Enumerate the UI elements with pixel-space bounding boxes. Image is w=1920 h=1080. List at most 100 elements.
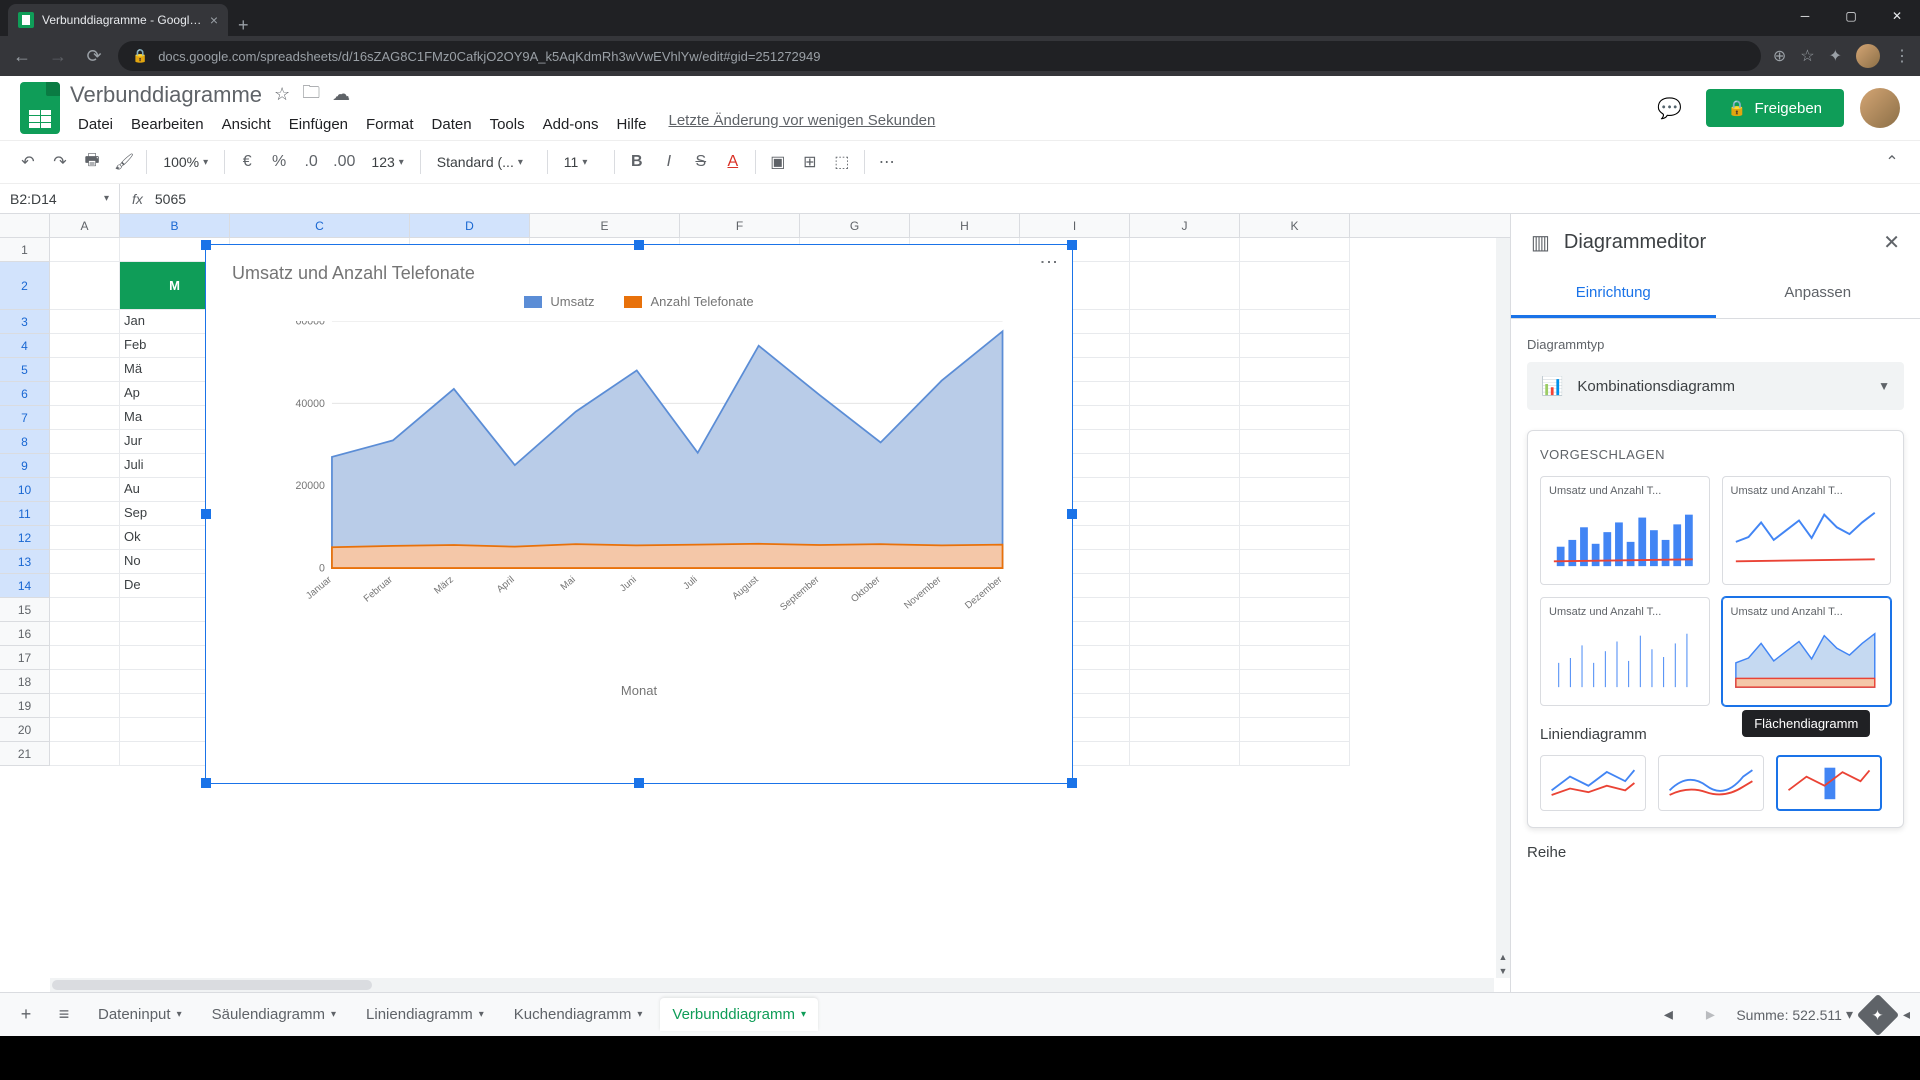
chart-type-dropdown[interactable]: 📊 Kombinationsdiagramm ▼ bbox=[1527, 362, 1904, 410]
redo-button[interactable]: ↷ bbox=[46, 148, 74, 176]
forward-button[interactable]: → bbox=[46, 46, 70, 67]
star-icon[interactable]: ☆ bbox=[1800, 46, 1814, 66]
row-header-13[interactable]: 13 bbox=[0, 550, 50, 574]
expand-side-button[interactable]: ◂ bbox=[1903, 1006, 1910, 1023]
suggest-card-line[interactable]: Umsatz und Anzahl T... bbox=[1722, 476, 1892, 585]
maximize-button[interactable]: ▢ bbox=[1828, 0, 1874, 32]
row-header-8[interactable]: 8 bbox=[0, 430, 50, 454]
row-header-2[interactable]: 2 bbox=[0, 262, 50, 310]
zoom-icon[interactable]: ⊕ bbox=[1773, 46, 1786, 66]
document-title[interactable]: Verbunddiagramme bbox=[70, 82, 262, 108]
row-header-3[interactable]: 3 bbox=[0, 310, 50, 334]
row-header-20[interactable]: 20 bbox=[0, 718, 50, 742]
row-header-17[interactable]: 17 bbox=[0, 646, 50, 670]
address-bar[interactable]: 🔒 docs.google.com/spreadsheets/d/16sZAG8… bbox=[118, 41, 1761, 71]
number-format-dropdown[interactable]: 123 bbox=[363, 148, 411, 176]
explore-button[interactable]: ✦ bbox=[1857, 993, 1899, 1035]
new-tab-button[interactable]: + bbox=[228, 15, 259, 36]
col-header-J[interactable]: J bbox=[1130, 214, 1240, 237]
sheet-tab-1[interactable]: Dateninput bbox=[86, 998, 194, 1031]
suggest-card-bar[interactable]: Umsatz und Anzahl T... bbox=[1540, 476, 1710, 585]
more-tools-button[interactable]: ⋯ bbox=[873, 148, 901, 176]
col-header-H[interactable]: H bbox=[910, 214, 1020, 237]
all-sheets-button[interactable]: ≡ bbox=[48, 999, 80, 1031]
menu-view[interactable]: Ansicht bbox=[214, 112, 279, 137]
menu-help[interactable]: Hilfe bbox=[608, 112, 654, 137]
strike-button[interactable]: S bbox=[687, 148, 715, 176]
formula-value[interactable]: 5065 bbox=[155, 191, 186, 207]
line-type-3[interactable] bbox=[1776, 755, 1882, 811]
sheet-tab-3[interactable]: Liniendiagramm bbox=[354, 998, 496, 1031]
row-header-19[interactable]: 19 bbox=[0, 694, 50, 718]
vertical-scrollbar[interactable] bbox=[1496, 238, 1510, 978]
row-header-11[interactable]: 11 bbox=[0, 502, 50, 526]
line-type-1[interactable] bbox=[1540, 755, 1646, 811]
tab-close-icon[interactable]: × bbox=[210, 12, 218, 28]
close-window-button[interactable]: ✕ bbox=[1874, 0, 1920, 32]
row-header-12[interactable]: 12 bbox=[0, 526, 50, 550]
cell-reference[interactable]: B2:D14 bbox=[0, 184, 120, 213]
bold-button[interactable]: B bbox=[623, 148, 651, 176]
sheet-tab-4[interactable]: Kuchendiagramm bbox=[502, 998, 655, 1031]
row-header-10[interactable]: 10 bbox=[0, 478, 50, 502]
font-dropdown[interactable]: Standard (... bbox=[429, 148, 539, 176]
sum-display[interactable]: Summe: 522.511 ▾ bbox=[1736, 1006, 1853, 1023]
scroll-up-arrow[interactable]: ▲ bbox=[1496, 950, 1510, 964]
share-button[interactable]: 🔒 Freigeben bbox=[1706, 89, 1844, 127]
extension-icon[interactable]: ✦ bbox=[1829, 46, 1842, 66]
col-header-G[interactable]: G bbox=[800, 214, 910, 237]
col-header-I[interactable]: I bbox=[1020, 214, 1130, 237]
fontsize-dropdown[interactable]: 11 bbox=[556, 148, 606, 176]
move-doc-icon[interactable]: 🗀 bbox=[302, 80, 320, 110]
col-header-B[interactable]: B bbox=[120, 214, 230, 237]
merge-button[interactable]: ⬚ bbox=[828, 148, 856, 176]
sheet-tab-5[interactable]: Verbunddiagramm bbox=[660, 998, 818, 1031]
fill-color-button[interactable]: ▣ bbox=[764, 148, 792, 176]
currency-button[interactable]: € bbox=[233, 148, 261, 176]
row-header-4[interactable]: 4 bbox=[0, 334, 50, 358]
zoom-dropdown[interactable]: 100% bbox=[155, 148, 216, 176]
add-sheet-button[interactable]: + bbox=[10, 999, 42, 1031]
chart-menu-icon[interactable]: ⋮ bbox=[1038, 253, 1060, 270]
menu-icon[interactable]: ⋮ bbox=[1894, 46, 1910, 66]
print-button[interactable]: 🖶 bbox=[78, 148, 106, 176]
cloud-status-icon[interactable]: ☁ bbox=[332, 84, 350, 105]
row-header-7[interactable]: 7 bbox=[0, 406, 50, 430]
row-header-6[interactable]: 6 bbox=[0, 382, 50, 406]
suggest-card-area[interactable]: Umsatz und Anzahl T... Flächendiagramm bbox=[1722, 597, 1892, 706]
suggest-card-column[interactable]: Umsatz und Anzahl T... bbox=[1540, 597, 1710, 706]
col-header-F[interactable]: F bbox=[680, 214, 800, 237]
reload-button[interactable]: ⟳ bbox=[82, 46, 106, 67]
col-header-C[interactable]: C bbox=[230, 214, 410, 237]
decrease-decimal-button[interactable]: .0 bbox=[297, 148, 325, 176]
menu-edit[interactable]: Bearbeiten bbox=[123, 112, 212, 137]
comments-button[interactable]: 💬 bbox=[1650, 88, 1690, 128]
paint-format-button[interactable]: 🖌 bbox=[110, 148, 138, 176]
profile-avatar[interactable] bbox=[1856, 44, 1880, 68]
row-header-15[interactable]: 15 bbox=[0, 598, 50, 622]
collapse-toolbar-button[interactable]: ⌃ bbox=[1878, 148, 1906, 176]
text-color-button[interactable]: A bbox=[719, 148, 747, 176]
menu-insert[interactable]: Einfügen bbox=[281, 112, 356, 137]
menu-data[interactable]: Daten bbox=[424, 112, 480, 137]
tab-customize[interactable]: Anpassen bbox=[1716, 270, 1920, 318]
row-header-18[interactable]: 18 bbox=[0, 670, 50, 694]
undo-button[interactable]: ↶ bbox=[14, 148, 42, 176]
row-header-9[interactable]: 9 bbox=[0, 454, 50, 478]
star-doc-icon[interactable]: ☆ bbox=[274, 84, 290, 105]
chart-object[interactable]: ⋮ Umsatz und Anzahl Telefonate Umsatz An… bbox=[205, 244, 1073, 784]
col-header-K[interactable]: K bbox=[1240, 214, 1350, 237]
menu-tools[interactable]: Tools bbox=[482, 112, 533, 137]
scroll-tabs-right[interactable]: ▸ bbox=[1694, 999, 1726, 1031]
scroll-down-arrow[interactable]: ▼ bbox=[1496, 964, 1510, 978]
col-header-E[interactable]: E bbox=[530, 214, 680, 237]
scroll-tabs-left[interactable]: ◂ bbox=[1652, 999, 1684, 1031]
select-all-corner[interactable] bbox=[0, 214, 50, 237]
menu-file[interactable]: Datei bbox=[70, 112, 121, 137]
row-header-21[interactable]: 21 bbox=[0, 742, 50, 766]
browser-tab[interactable]: Verbunddiagramme - Google Ta × bbox=[8, 4, 228, 36]
borders-button[interactable]: ⊞ bbox=[796, 148, 824, 176]
panel-close-button[interactable]: ✕ bbox=[1883, 230, 1900, 255]
spreadsheet-grid[interactable]: ABCDEFGHIJK 12MAnzahl3Jan4Feb5Mä6Ap7Ma8J… bbox=[0, 214, 1510, 992]
last-edit-text[interactable]: Letzte Änderung vor wenigen Sekunden bbox=[668, 112, 935, 137]
